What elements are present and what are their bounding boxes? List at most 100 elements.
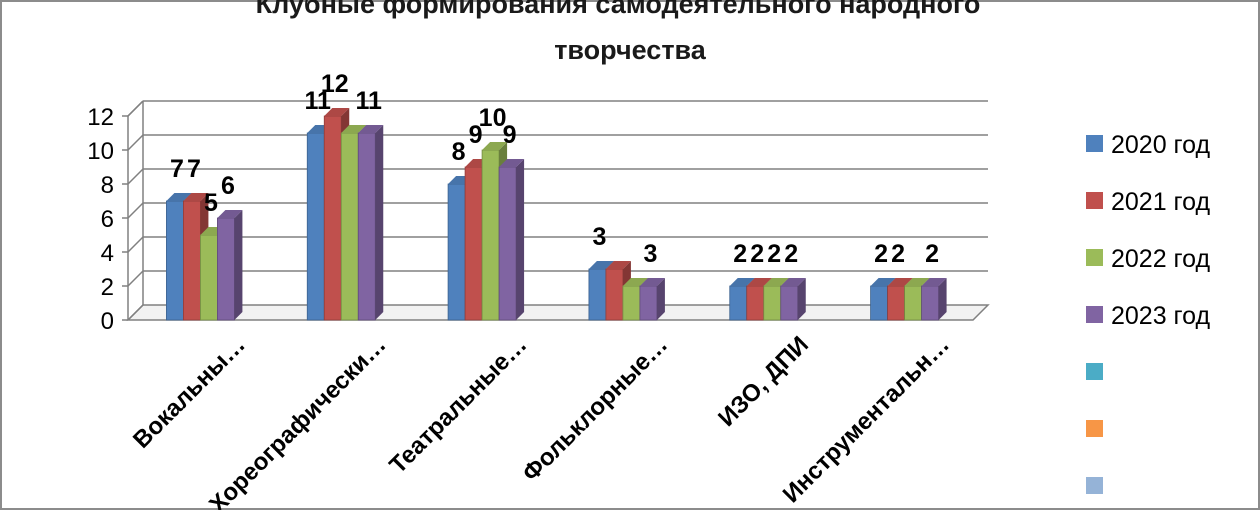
- bar-top: [341, 125, 367, 133]
- bar-top: [588, 261, 614, 269]
- bar-top: [166, 193, 192, 201]
- legend-label: 2020 год: [1111, 131, 1210, 159]
- bar-side: [938, 278, 947, 320]
- bar: [729, 285, 748, 321]
- legend-swatch: [1086, 249, 1103, 266]
- data-label: 2: [925, 240, 939, 268]
- bar-top: [622, 278, 648, 286]
- y-tick-label: 10: [87, 138, 114, 165]
- gridline-side: [127, 236, 144, 253]
- bar: [447, 183, 466, 321]
- legend-label: 2021 год: [1111, 188, 1210, 216]
- side-wall-edge: [127, 304, 144, 321]
- bar: [306, 132, 325, 321]
- gridline-side: [127, 134, 144, 151]
- data-label: 2: [750, 240, 764, 268]
- bar: [921, 285, 939, 321]
- bar-side: [656, 278, 665, 320]
- gridline-side: [127, 270, 144, 287]
- legend-swatch: [1086, 420, 1103, 437]
- data-label: 6: [221, 172, 235, 200]
- bar: [183, 200, 201, 321]
- bar-top: [605, 261, 631, 269]
- data-label: 9: [503, 121, 517, 149]
- data-label: 11: [305, 87, 332, 115]
- data-label: 8: [452, 138, 466, 166]
- gridline-side: [127, 202, 144, 219]
- bar: [622, 285, 641, 321]
- bar: [904, 285, 922, 321]
- bar: [357, 132, 376, 321]
- bar: [481, 149, 500, 321]
- y-tick-label: 2: [101, 274, 114, 301]
- bar: [746, 285, 765, 321]
- bar-top: [183, 193, 209, 201]
- bar: [200, 234, 218, 321]
- bar-top: [746, 278, 772, 286]
- y-tick-label: 6: [101, 206, 114, 233]
- data-label: 10: [479, 104, 507, 132]
- bar-top: [482, 142, 508, 150]
- chart-title-line-2: творчества: [554, 35, 707, 65]
- bar-top: [499, 159, 525, 167]
- bar: [763, 285, 782, 321]
- bar-top: [639, 278, 665, 286]
- data-label: 2: [874, 240, 888, 268]
- legend-swatch: [1086, 306, 1103, 323]
- legend-label: 2023 год: [1111, 302, 1210, 330]
- bar-side: [375, 125, 384, 320]
- data-label: 11: [356, 87, 383, 115]
- bar-top: [780, 278, 806, 286]
- bar-top: [887, 278, 913, 286]
- data-label: 3: [643, 240, 657, 268]
- y-tick-label: 8: [101, 172, 114, 199]
- legend-swatch: [1086, 135, 1103, 152]
- bar: [340, 132, 359, 321]
- bar-top: [729, 278, 755, 286]
- gridline-side: [127, 100, 144, 117]
- bar: [605, 268, 624, 321]
- data-label: 2: [891, 240, 905, 268]
- y-tick-label: 4: [101, 240, 114, 267]
- bar-top: [870, 278, 896, 286]
- bar-top: [358, 125, 384, 133]
- data-label: 9: [469, 121, 483, 149]
- bar-top: [217, 210, 243, 218]
- data-label: 2: [767, 240, 781, 268]
- gridline-side: [127, 168, 144, 185]
- bar: [870, 285, 888, 321]
- data-label: 5: [204, 189, 218, 217]
- bar: [217, 217, 235, 321]
- legend-swatch: [1086, 363, 1103, 380]
- bar: [639, 285, 658, 321]
- bar: [780, 285, 799, 321]
- bar-series: [166, 108, 947, 321]
- data-label: 3: [592, 223, 606, 251]
- bar-top: [324, 108, 350, 116]
- bar: [464, 166, 483, 321]
- data-label: 2: [784, 240, 798, 268]
- bar-top: [904, 278, 930, 286]
- y-axis-ticks: 0 2 4 6 8 10 12: [87, 104, 128, 335]
- bar: [887, 285, 905, 321]
- bar-side: [797, 278, 806, 320]
- bar-top: [763, 278, 789, 286]
- bar-side: [516, 159, 525, 320]
- y-tick-label: 0: [101, 308, 114, 335]
- bar: [323, 115, 342, 321]
- legend-label: 2022 год: [1111, 245, 1210, 273]
- bar: [166, 200, 184, 321]
- legend-swatch: [1086, 477, 1103, 494]
- legend: 2020 год 2021 год 2022 год 2023 год: [1086, 131, 1210, 494]
- data-label: 12: [321, 70, 349, 98]
- legend-swatch: [1086, 192, 1103, 209]
- plot-floor: [126, 304, 990, 321]
- y-tick-label: 12: [87, 104, 114, 131]
- data-label: 7: [187, 155, 201, 183]
- bar-top: [921, 278, 947, 286]
- data-label: 7: [170, 155, 184, 183]
- bar-side: [234, 210, 243, 320]
